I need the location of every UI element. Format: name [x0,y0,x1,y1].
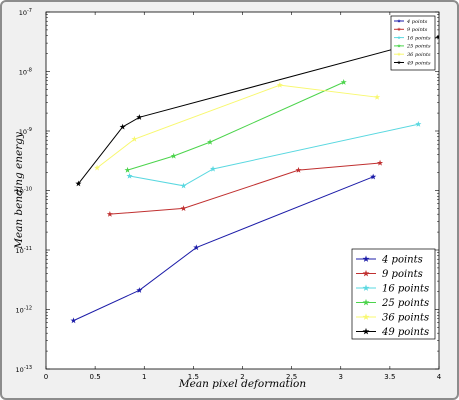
data-point-s4-p2 [170,152,177,159]
data-point-s4-p4 [340,79,347,85]
data-point-s5-p2 [131,135,138,142]
legend-large: 4 points 9 points 16 points 25 points 36 poi… [351,248,436,340]
legend-marker [397,35,401,40]
x-tick-label: 0 [44,373,48,381]
series-line-5 [96,84,378,169]
y-tick-exponent: -12 [24,306,32,312]
y-tick-base: 10 [16,188,24,196]
y-tick-base: 10 [16,366,24,374]
legend-marker [362,313,370,320]
plot-lines [70,33,439,324]
y-tick-base: 10 [19,9,27,17]
legend-marker [397,43,401,48]
y-tick-label: 10-13 [16,365,32,374]
data-point-s6-p2 [119,123,126,130]
data-point-s6-p3 [136,114,143,120]
x-tick-label: 4 [437,373,442,381]
legend-label: 25 points [406,44,431,50]
legend-marker [397,60,401,65]
legend-label: 36 points [407,52,431,58]
legend-marker [362,284,370,291]
data-point-s3-p4 [415,121,422,127]
data-point-s6-p1 [75,180,82,187]
legend-label: 16 points [407,35,431,41]
data-point-s1-p2 [136,287,143,293]
data-point-s2-p1 [106,210,113,217]
data-point-s2-p4 [377,159,384,166]
y-tick-label: 10-9 [19,127,32,136]
x-tick-label: 1.5 [188,373,199,381]
data-point-s1-p1 [70,317,77,324]
legend-marker [362,327,370,335]
y-tick-label: 10-11 [16,246,32,255]
legend-marker [397,52,401,56]
series-line-6 [78,36,439,185]
y-tick-label: 10-10 [16,187,32,196]
data-point-s3-p3 [209,165,217,172]
legend-label: 36 points [382,313,429,324]
legend-marker [362,269,370,277]
x-tick-label: 3 [339,373,343,381]
data-point-s1-p3 [193,244,200,251]
x-axis-ticks: 0 0.5 1 1.5 2 2.5 3 3.5 4 [44,12,442,381]
data-point-s2-p3 [295,166,302,173]
x-tick-label: 0.5 [90,373,101,381]
x-tick-label: 1 [142,373,146,381]
data-point-s6-p4 [435,33,439,40]
y-tick-exponent: -8 [27,68,32,74]
legend-label: 4 points [381,255,423,266]
data-point-s5-p3 [276,81,283,88]
series-line-1 [73,176,374,322]
y-axis-label: Mean bending energy [13,131,25,250]
y-tick-base: 10 [16,247,24,255]
legend-marker [362,298,370,306]
legend-label: 49 points [381,327,429,338]
y-tick-exponent: -7 [27,8,32,14]
series-line-2 [109,162,381,215]
y-tick-label: 10-7 [19,8,32,17]
y-tick-exponent: -13 [24,365,32,371]
legend-label: 9 points [407,27,428,33]
legend-marker [397,27,401,31]
y-tick-exponent: -11 [24,246,32,252]
legend-label: 25 points [381,298,429,309]
data-point-s3-p1 [126,172,133,179]
x-tick-label: 2.5 [286,373,297,381]
data-point-s1-p4 [370,173,377,180]
legend-marker [362,255,370,262]
series-line-3 [129,123,419,187]
x-tick-label: 3.5 [384,373,395,381]
y-tick-base: 10 [19,128,27,136]
x-tick-label: 2 [240,373,244,381]
legend-small: 4 points 9 points 16 points 25 points 36 poi… [390,15,436,71]
legend-label: 9 points [382,269,423,280]
legend-small-box [390,15,436,71]
legend-label: 49 points [406,60,431,66]
legend-label: 4 points [406,19,428,25]
data-point-s4-p3 [207,138,214,145]
data-point-s5-p1 [94,164,101,171]
data-point-s3-p2 [180,182,187,189]
y-tick-base: 10 [19,69,27,77]
legend-label: 16 points [382,284,429,295]
y-tick-exponent: -9 [27,127,32,133]
y-tick-exponent: -10 [24,187,32,193]
data-point-s4-p1 [124,166,131,173]
x-axis-label: Mean pixel deformation [178,378,307,390]
y-tick-label: 10-8 [19,68,32,77]
y-tick-base: 10 [16,307,24,315]
legend-marker [397,19,401,23]
y-tick-label: 10-12 [16,306,32,315]
data-point-s5-p4 [374,93,381,100]
legend-large-box [351,248,436,340]
data-point-s2-p2 [180,205,187,211]
series-line-4 [127,81,344,171]
